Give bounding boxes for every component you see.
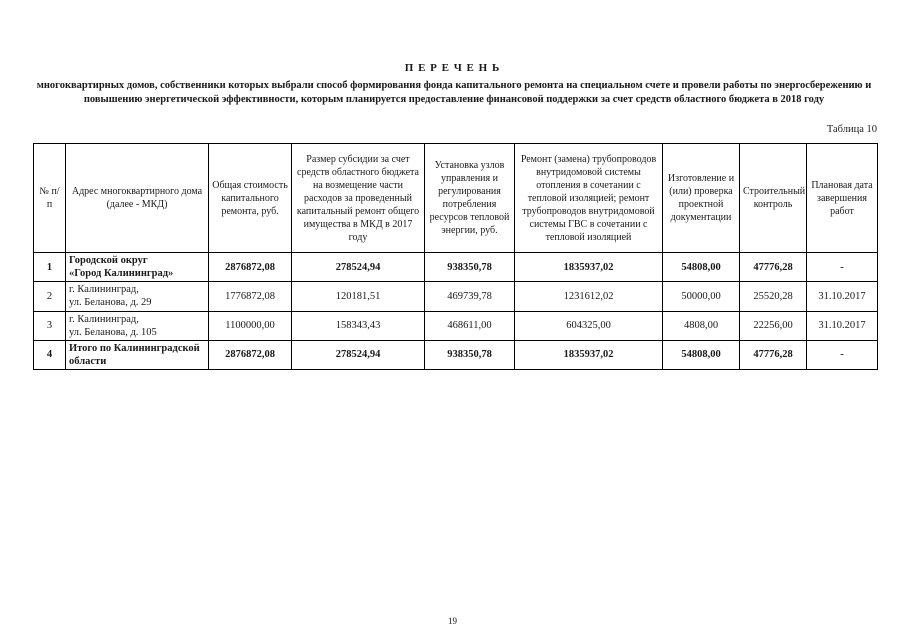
header-cell-total-cost: Общая стоимость капитального ремонта, ру…: [208, 143, 292, 253]
cell-construction-control: 25520,28: [739, 281, 807, 312]
cell-pipe-repair: 1231612,02: [514, 281, 663, 312]
cell-total-cost: 1100000,00: [208, 310, 292, 341]
header-cell-subsidy: Размер субсидии за счет средств областно…: [291, 143, 425, 253]
document-subtitle: многоквартирных домов, собственники кото…: [36, 80, 872, 105]
table-row: 1 Городской округ «Город Калининград» 28…: [33, 251, 878, 283]
cell-address: Итого по Калининградской области: [65, 339, 209, 371]
table-row-total: 4 Итого по Калининградской области 28768…: [33, 339, 878, 371]
table-header: № п/п Адрес многоквартирного дома (далее…: [33, 143, 878, 253]
cell-construction-control: 47776,28: [739, 339, 807, 371]
cell-address: г. Калининград, ул. Беланова, д. 29: [65, 281, 209, 312]
cell-documentation: 4808,00: [662, 310, 740, 341]
cell-pipe-repair: 1835937,02: [514, 339, 663, 371]
cell-control-units: 938350,78: [424, 251, 515, 283]
cell-subsidy: 158343,43: [291, 310, 425, 341]
header-cell-documentation: Изготовление и (или) проверка проектной …: [662, 143, 740, 253]
page-title: П Е Р Е Ч Е Н Ь: [404, 62, 501, 74]
cell-subsidy: 120181,51: [291, 281, 425, 312]
header-cell-num: № п/п: [33, 143, 66, 253]
cell-total-cost: 1776872,08: [208, 281, 292, 312]
header-cell-construction-control: Строительный контроль: [739, 143, 807, 253]
cell-documentation: 54808,00: [662, 251, 740, 283]
page-number: 19: [448, 616, 457, 626]
cell-control-units: 469739,78: [424, 281, 515, 312]
cell-num: 3: [33, 310, 66, 341]
cell-construction-control: 47776,28: [739, 251, 807, 283]
table-body: 1 Городской округ «Город Калининград» 28…: [33, 251, 878, 371]
cell-total-cost: 2876872,08: [208, 251, 292, 283]
cell-subsidy: 278524,94: [291, 339, 425, 371]
header-cell-address: Адрес многоквартирного дома (далее - МКД…: [65, 143, 209, 253]
cell-address: Городской округ «Город Калининград»: [65, 251, 209, 283]
table-label: Таблица 10: [826, 124, 877, 135]
cell-documentation: 54808,00: [662, 339, 740, 371]
cell-address: г. Калининград, ул. Беланова, д. 105: [65, 310, 209, 341]
header-cell-completion-date: Плановая дата завершения работ: [806, 143, 878, 253]
cell-num: 1: [33, 251, 66, 283]
cell-total-cost: 2876872,08: [208, 339, 292, 371]
cell-control-units: 938350,78: [424, 339, 515, 371]
cell-completion-date: -: [806, 251, 878, 283]
cell-num: 4: [33, 339, 66, 371]
data-table: № п/п Адрес многоквартирного дома (далее…: [33, 143, 878, 371]
cell-control-units: 468611,00: [424, 310, 515, 341]
cell-subsidy: 278524,94: [291, 251, 425, 283]
cell-num: 2: [33, 281, 66, 312]
cell-pipe-repair: 604325,00: [514, 310, 663, 341]
cell-completion-date: -: [806, 339, 878, 371]
cell-completion-date: 31.10.2017: [806, 281, 878, 312]
header-cell-pipe-repair: Ремонт (замена) трубопроводов внутридомо…: [514, 143, 663, 253]
table-row: 2 г. Калининград, ул. Беланова, д. 29 17…: [33, 281, 878, 312]
header-row: № п/п Адрес многоквартирного дома (далее…: [33, 143, 878, 253]
cell-pipe-repair: 1835937,02: [514, 251, 663, 283]
cell-construction-control: 22256,00: [739, 310, 807, 341]
cell-documentation: 50000,00: [662, 281, 740, 312]
cell-completion-date: 31.10.2017: [806, 310, 878, 341]
table-row: 3 г. Калининград, ул. Беланова, д. 105 1…: [33, 310, 878, 341]
header-cell-control-units: Установка узлов управления и регулирован…: [424, 143, 515, 253]
